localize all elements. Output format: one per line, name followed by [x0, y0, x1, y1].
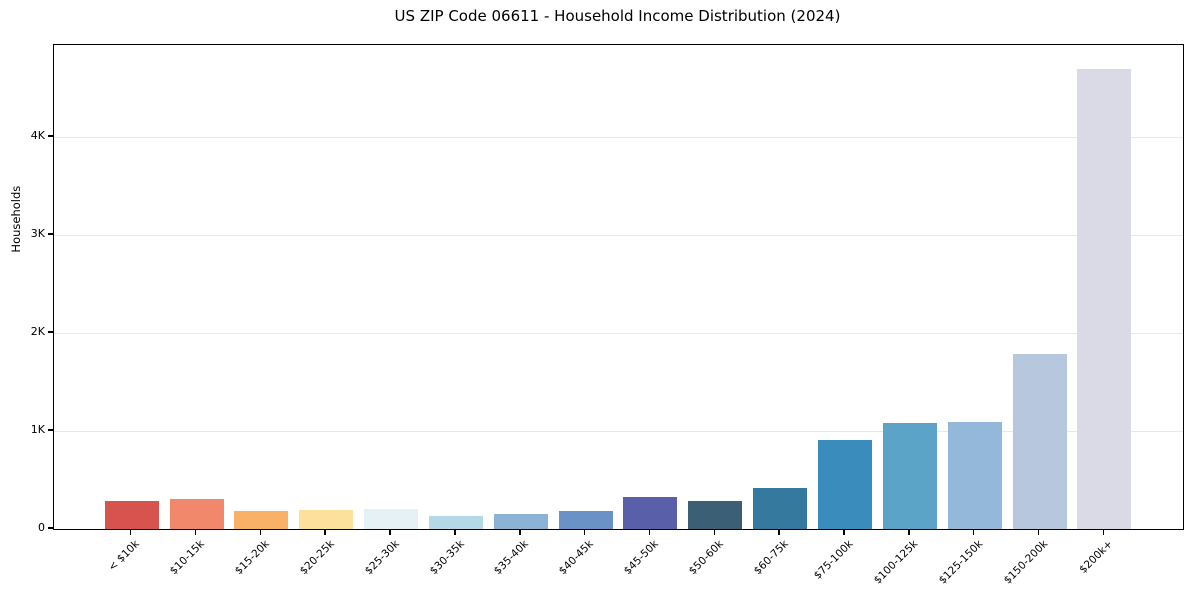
bar	[623, 497, 678, 529]
gridline	[54, 136, 1183, 138]
x-tick-label: $150-200k	[1001, 538, 1050, 587]
x-tick-label: $50-60k	[686, 538, 726, 578]
y-tick-label: 2K	[30, 325, 45, 339]
y-tick-label: 3K	[30, 227, 45, 241]
x-tick-label: < $10k	[106, 538, 143, 574]
x-tick-mark	[713, 529, 716, 535]
x-tick-mark	[1102, 529, 1105, 535]
x-tick-label: $10-15k	[167, 538, 208, 578]
gridline	[54, 332, 1183, 334]
gridline	[54, 430, 1183, 432]
x-tick-label: $125-150k	[936, 538, 986, 587]
x-tick-label: $15-20k	[232, 538, 272, 578]
bar	[299, 509, 354, 529]
y-tick-label: 4K	[30, 129, 45, 143]
x-tick-mark	[778, 529, 780, 535]
x-tick-label: $200k+	[1076, 538, 1115, 576]
x-tick-mark	[324, 529, 326, 535]
y-tick-mark	[48, 135, 53, 137]
bar	[234, 510, 289, 529]
x-tick-label: $60-75k	[751, 538, 791, 578]
x-tick-label: $75-100k	[811, 538, 856, 582]
x-tick-mark	[129, 529, 132, 535]
chart-title: US ZIP Code 06611 - Household Income Dis…	[394, 7, 841, 25]
x-tick-mark	[583, 529, 586, 535]
bar	[104, 500, 159, 529]
bar	[817, 439, 872, 529]
bar	[882, 423, 937, 529]
bar	[753, 487, 808, 529]
y-tick-label: 0	[38, 521, 45, 534]
x-tick-label: $30-35k	[427, 538, 467, 578]
x-tick-mark	[519, 529, 521, 535]
x-tick-label: $100-125k	[871, 538, 921, 587]
bar	[558, 511, 613, 529]
x-tick-label: $45-50k	[621, 538, 661, 578]
gridline	[54, 234, 1183, 236]
y-tick-mark	[48, 233, 53, 235]
plot-area	[53, 44, 1184, 530]
x-tick-mark	[259, 529, 262, 535]
x-tick-mark	[454, 529, 456, 535]
x-tick-mark	[908, 529, 910, 535]
x-tick-mark	[1037, 529, 1040, 535]
bar	[688, 501, 743, 529]
x-tick-label: $25-30k	[362, 538, 402, 578]
x-tick-mark	[972, 529, 975, 535]
x-tick-label: $35-40k	[492, 538, 532, 578]
x-tick-mark	[389, 529, 391, 535]
x-tick-mark	[648, 529, 651, 535]
y-axis-label: Households	[9, 185, 23, 253]
x-tick-mark	[843, 529, 845, 535]
y-tick-label: 1K	[30, 423, 45, 437]
bar	[947, 421, 1002, 529]
bar	[1012, 353, 1067, 529]
bar	[169, 498, 224, 529]
bar	[364, 509, 419, 529]
bar	[428, 516, 483, 529]
bar	[493, 513, 548, 529]
y-tick-mark	[48, 527, 53, 529]
bar	[1077, 68, 1132, 529]
x-tick-label: $20-25k	[297, 538, 337, 578]
x-tick-mark	[194, 529, 197, 535]
y-tick-mark	[48, 429, 53, 431]
x-tick-label: $40-45k	[556, 538, 597, 578]
y-tick-mark	[48, 331, 53, 333]
